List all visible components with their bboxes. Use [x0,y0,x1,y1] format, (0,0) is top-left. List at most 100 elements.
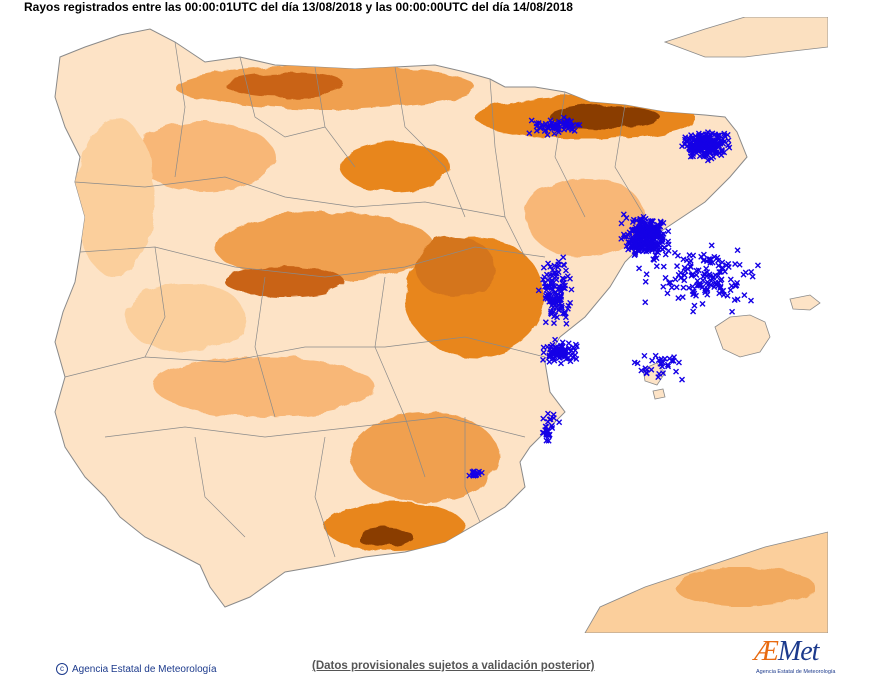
lightning-strike-marker [675,271,682,278]
lightning-strike-marker [719,259,726,266]
relief-layer [75,65,695,552]
lightning-strike-marker [704,157,711,164]
lightning-strike-marker [618,235,625,242]
lightning-strike-marker [554,348,561,355]
lightning-strike-marker [659,363,666,370]
lightning-strike-marker [551,320,557,327]
lightning-strike-marker [565,354,572,361]
lightning-strike-marker [568,286,575,293]
lightning-strike-marker [576,122,583,129]
lightning-strike-marker [542,319,549,326]
lightning-strike-marker [659,236,666,243]
lightning-strike-marker [683,257,690,264]
lightning-strike-marker [629,219,636,226]
lightning-strike-marker [545,260,552,267]
lightning-strike-marker [526,130,533,137]
lightning-strike-marker [719,264,726,271]
lightning-strike-marker [700,141,707,148]
lightning-strike-marker [565,340,572,347]
lightning-strike-marker [625,232,632,239]
lightning-strike-marker [567,358,574,365]
lightning-strike-marker [661,355,668,362]
lightning-strike-marker [660,283,667,290]
lightning-strike-marker [734,296,741,303]
aemet-logo-wordmark: ÆMet [754,636,819,667]
lightning-strike-marker [566,345,573,352]
lightning-strike-marker [720,291,727,298]
lightning-strike-marker [542,295,549,302]
lightning-strike-marker [667,279,674,286]
copyright-icon: c [56,663,68,675]
lightning-strike-marker [709,145,716,152]
lightning-strike-marker [649,357,656,364]
lightning-strike-marker [642,278,649,285]
lightning-strike-marker [631,252,638,259]
lightning-strike-marker [655,357,662,364]
lightning-strike-marker [681,277,688,284]
lightning-strike-marker [473,471,480,478]
lightning-strike-marker [552,336,559,343]
lightning-strike-marker [652,252,659,259]
lightning-strike-marker [690,252,697,259]
lightning-strike-marker [734,247,741,254]
lightning-strike-marker [652,352,659,359]
lightning-strike-marker [656,370,663,377]
lightning-strike-marker [665,363,672,370]
lightning-strike-marker [618,220,625,227]
lightning-strike-marker [710,274,717,281]
lightning-strike-marker [546,271,553,278]
lightning-strikes [466,114,761,479]
lightning-strike-marker [711,253,718,260]
lightning-strike-marker [558,360,564,367]
lightning-strike-marker [571,127,578,134]
lightning-strike-marker [736,261,743,268]
lightning-strike-marker [666,355,673,362]
lightning-strike-marker [559,310,566,317]
lightning-strike-marker [641,352,648,359]
lightning-strike-marker [642,299,649,306]
lightning-strike-marker [545,125,552,132]
lightning-strike-marker [557,342,564,349]
aemet-logo-subtext: Agencia Estatal de Meteorología [756,669,836,675]
lightning-strike-marker [559,339,566,346]
lightning-strike-marker [642,365,649,372]
lightning-strike-marker [741,292,748,299]
lightning-strike-marker [677,275,684,281]
lightning-strike-marker [533,127,540,134]
lightning-strike-marker [551,262,558,269]
lightning-strike-marker [569,351,576,358]
lightning-strike-marker [748,268,755,275]
lightning-strike-marker [540,356,546,363]
lightning-strike-marker [662,274,669,281]
lightning-strike-marker [638,367,645,374]
lightning-strike-marker [641,247,648,254]
lightning-strike-marker [638,232,645,239]
lightning-strike-marker [700,257,707,264]
lightning-strike-marker [642,228,649,235]
lightning-strike-marker [643,271,650,278]
lightning-strike-marker [623,215,630,222]
lightning-strike-marker [555,261,562,268]
lightning-strike-marker [717,277,724,284]
lightning-strike-marker [548,298,555,305]
lightning-strike-marker [556,305,563,312]
lightning-strike-marker [620,211,627,218]
lightning-strike-marker [544,343,551,350]
lightning-strike-marker [551,130,558,137]
lightning-strike-marker [703,265,710,272]
lightning-strike-marker [693,272,700,278]
lightning-strike-marker [648,366,655,373]
lightning-strike-marker [565,124,572,131]
lightning-strike-marker [645,234,652,241]
lightning-strike-marker [544,131,551,138]
lightning-strike-marker [655,222,662,229]
lightning-strike-marker [679,294,686,301]
lightning-strike-marker [706,273,713,280]
lightning-strike-marker [748,297,754,304]
lightning-strike-marker [547,416,554,423]
lightning-strike-marker [629,237,636,244]
lightning-strike-marker [552,351,559,358]
lightning-strike-marker [692,144,699,151]
lightning-strike-marker [560,279,567,286]
lightning-strike-marker [693,292,699,299]
